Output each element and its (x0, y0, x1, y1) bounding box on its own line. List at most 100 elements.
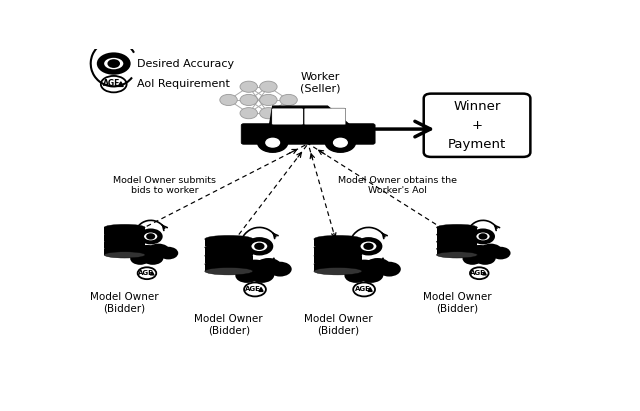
Circle shape (255, 244, 264, 249)
Circle shape (140, 229, 162, 244)
Circle shape (474, 251, 496, 265)
Text: Desired Accuracy: Desired Accuracy (137, 58, 234, 69)
Text: Winner
+
Payment: Winner + Payment (447, 100, 506, 151)
Circle shape (491, 247, 511, 259)
Circle shape (358, 267, 383, 283)
Text: AoI Requirement: AoI Requirement (137, 79, 230, 89)
Text: Worker
(Seller): Worker (Seller) (300, 72, 341, 94)
Circle shape (472, 229, 494, 244)
Ellipse shape (205, 261, 253, 268)
Circle shape (240, 81, 257, 92)
Circle shape (465, 245, 493, 263)
Polygon shape (368, 288, 372, 291)
Bar (104, 242, 145, 248)
Text: AGE: AGE (103, 79, 120, 88)
Ellipse shape (205, 268, 253, 275)
Bar (314, 264, 362, 271)
Polygon shape (483, 272, 486, 275)
Circle shape (147, 244, 170, 258)
Circle shape (98, 53, 130, 74)
Text: Model Owner obtains the
Worker's AoI: Model Owner obtains the Worker's AoI (338, 175, 457, 195)
Circle shape (355, 238, 381, 255)
Circle shape (337, 259, 362, 275)
Circle shape (258, 133, 288, 152)
Circle shape (220, 95, 237, 106)
Circle shape (239, 260, 272, 281)
Circle shape (348, 260, 381, 281)
Circle shape (333, 139, 348, 147)
Circle shape (479, 234, 486, 239)
Bar (205, 247, 253, 254)
Circle shape (479, 244, 502, 258)
Circle shape (255, 258, 282, 275)
Ellipse shape (104, 238, 145, 245)
Ellipse shape (205, 236, 253, 243)
Text: Model Owner
(Bidder): Model Owner (Bidder) (422, 292, 492, 314)
Circle shape (463, 252, 483, 265)
Ellipse shape (314, 252, 362, 259)
Ellipse shape (104, 231, 145, 238)
FancyBboxPatch shape (304, 108, 346, 125)
Ellipse shape (205, 252, 253, 259)
Circle shape (280, 95, 298, 106)
Ellipse shape (104, 224, 145, 231)
Text: Model Owner
(Bidder): Model Owner (Bidder) (303, 314, 372, 335)
Text: Model Owner
(Bidder): Model Owner (Bidder) (195, 314, 263, 335)
FancyBboxPatch shape (424, 94, 531, 157)
Circle shape (228, 259, 253, 275)
Ellipse shape (436, 252, 477, 258)
Polygon shape (118, 82, 124, 86)
Circle shape (130, 252, 150, 265)
Polygon shape (269, 106, 350, 125)
Ellipse shape (436, 238, 477, 245)
Circle shape (378, 262, 401, 277)
Polygon shape (259, 288, 263, 291)
Circle shape (236, 268, 259, 283)
Ellipse shape (314, 261, 362, 268)
Bar (314, 256, 362, 263)
Polygon shape (150, 272, 154, 275)
Circle shape (143, 232, 158, 241)
Ellipse shape (104, 252, 145, 258)
Bar (314, 247, 362, 254)
Bar (205, 239, 253, 246)
Bar (436, 242, 477, 248)
Bar (205, 256, 253, 263)
Ellipse shape (314, 244, 362, 251)
Circle shape (360, 241, 377, 252)
Bar (205, 264, 253, 271)
Ellipse shape (436, 231, 477, 238)
Circle shape (103, 57, 124, 70)
Circle shape (260, 81, 277, 92)
Bar (436, 235, 477, 241)
Circle shape (159, 247, 179, 259)
Circle shape (251, 241, 268, 252)
Circle shape (260, 108, 277, 119)
Circle shape (364, 258, 391, 275)
Ellipse shape (314, 268, 362, 275)
Ellipse shape (104, 246, 145, 252)
Bar (104, 235, 145, 241)
Circle shape (109, 60, 119, 67)
Ellipse shape (436, 246, 477, 252)
Circle shape (364, 244, 372, 249)
Circle shape (240, 108, 257, 119)
Bar (436, 249, 477, 255)
Ellipse shape (314, 236, 362, 243)
Text: AGE: AGE (138, 270, 154, 276)
Circle shape (268, 262, 292, 277)
Circle shape (240, 95, 257, 106)
Text: AGE: AGE (245, 286, 261, 292)
Text: Model Owner
(Bidder): Model Owner (Bidder) (90, 292, 159, 314)
Circle shape (133, 245, 161, 263)
Circle shape (142, 251, 163, 265)
Bar (436, 227, 477, 233)
Circle shape (325, 133, 355, 152)
Circle shape (476, 232, 490, 241)
Circle shape (344, 268, 367, 283)
Bar (314, 239, 362, 246)
Bar (104, 249, 145, 255)
Ellipse shape (436, 224, 477, 231)
Bar (104, 227, 145, 233)
FancyBboxPatch shape (272, 108, 303, 125)
